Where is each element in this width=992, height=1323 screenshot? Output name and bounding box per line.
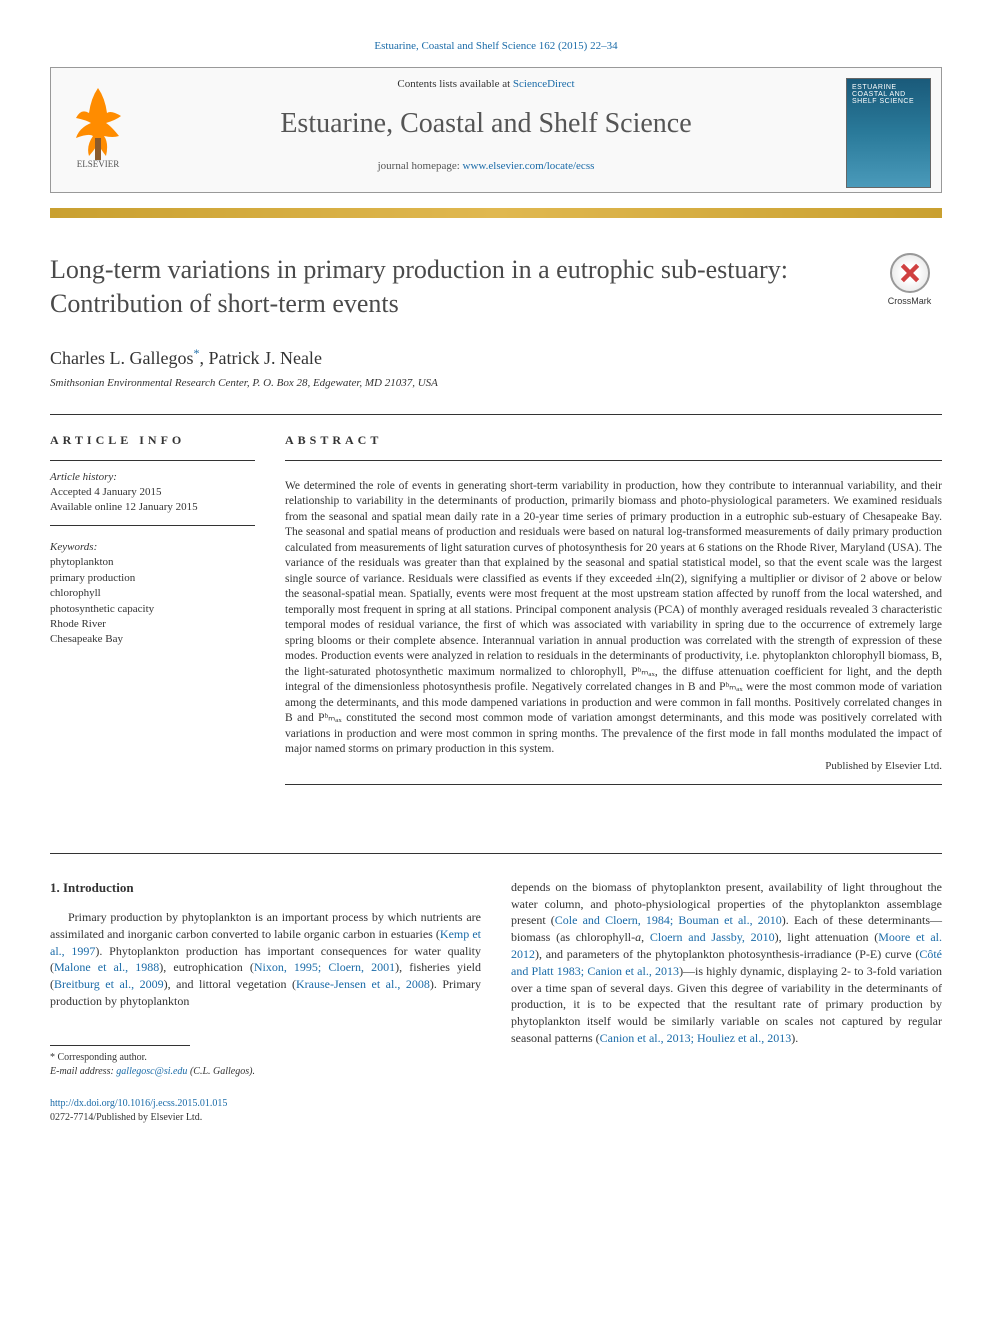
intro-para-2: depends on the biomass of phytoplankton … <box>511 879 942 1047</box>
divider <box>50 460 255 461</box>
article-info-label: ARTICLE INFO <box>50 433 255 448</box>
contents-available: Contents lists available at ScienceDirec… <box>151 78 821 90</box>
journal-header: ELSEVIER Contents lists available at Sci… <box>50 67 942 193</box>
body-column-left: 1. Introduction Primary production by ph… <box>50 879 481 1125</box>
crossmark-icon <box>890 253 930 293</box>
keyword-item: Chesapeake Bay <box>50 632 255 647</box>
body-column-right: depends on the biomass of phytoplankton … <box>511 879 942 1125</box>
citation-line: Estuarine, Coastal and Shelf Science 162… <box>50 40 942 52</box>
article-info-column: ARTICLE INFO Article history: Accepted 4… <box>50 433 255 803</box>
history-label: Article history: <box>50 471 255 483</box>
intro-heading: 1. Introduction <box>50 879 481 897</box>
divider <box>285 784 942 785</box>
keyword-item: Rhode River <box>50 617 255 632</box>
publisher-line: Published by Elsevier Ltd. <box>285 760 942 772</box>
article-title: Long-term variations in primary producti… <box>50 253 877 321</box>
doi-link[interactable]: http://dx.doi.org/10.1016/j.ecss.2015.01… <box>50 1098 227 1109</box>
keywords-label: Keywords: <box>50 541 255 553</box>
keyword-item: phytoplankton <box>50 555 255 570</box>
divider <box>50 525 255 526</box>
email-label: E-mail address: <box>50 1066 116 1077</box>
journal-cover-thumbnail <box>846 78 931 188</box>
history-accepted: Accepted 4 January 2015 <box>50 485 255 500</box>
homepage-prefix: journal homepage: <box>378 160 463 172</box>
intro-para-1: Primary production by phytoplankton is a… <box>50 909 481 1010</box>
affiliation: Smithsonian Environmental Research Cente… <box>50 377 942 389</box>
sciencedirect-link[interactable]: ScienceDirect <box>513 78 575 90</box>
abstract-label: ABSTRACT <box>285 433 942 448</box>
homepage-link[interactable]: www.elsevier.com/locate/ecss <box>463 160 595 172</box>
divider <box>50 414 942 415</box>
doi-block: http://dx.doi.org/10.1016/j.ecss.2015.01… <box>50 1097 481 1125</box>
gold-separator-bar <box>50 208 942 218</box>
corresponding-footer: * Corresponding author. E-mail address: … <box>50 1045 481 1079</box>
corresponding-label: * Corresponding author. <box>50 1051 481 1065</box>
email-suffix: (C.L. Gallegos). <box>187 1066 255 1077</box>
homepage-line: journal homepage: www.elsevier.com/locat… <box>151 160 821 172</box>
divider <box>50 1045 190 1046</box>
keywords-list: phytoplanktonprimary productionchlorophy… <box>50 555 255 647</box>
journal-name: Estuarine, Coastal and Shelf Science <box>151 108 821 140</box>
contents-prefix: Contents lists available at <box>397 78 512 90</box>
keyword-item: photosynthetic capacity <box>50 602 255 617</box>
abstract-column: ABSTRACT We determined the role of event… <box>285 433 942 803</box>
email-link[interactable]: gallegosc@si.edu <box>116 1066 187 1077</box>
divider <box>285 460 942 461</box>
crossmark-label: CrossMark <box>888 296 932 306</box>
divider <box>50 853 942 854</box>
email-line: E-mail address: gallegosc@si.edu (C.L. G… <box>50 1065 481 1079</box>
abstract-text: We determined the role of events in gene… <box>285 479 942 758</box>
elsevier-logo: ELSEVIER <box>61 78 136 168</box>
issn-line: 0272-7714/Published by Elsevier Ltd. <box>50 1111 481 1125</box>
svg-text:ELSEVIER: ELSEVIER <box>77 159 120 168</box>
keyword-item: chlorophyll <box>50 586 255 601</box>
authors: Charles L. Gallegos*, Patrick J. Neale <box>50 346 942 369</box>
keyword-item: primary production <box>50 571 255 586</box>
history-online: Available online 12 January 2015 <box>50 500 255 515</box>
crossmark-widget[interactable]: CrossMark <box>877 253 942 306</box>
